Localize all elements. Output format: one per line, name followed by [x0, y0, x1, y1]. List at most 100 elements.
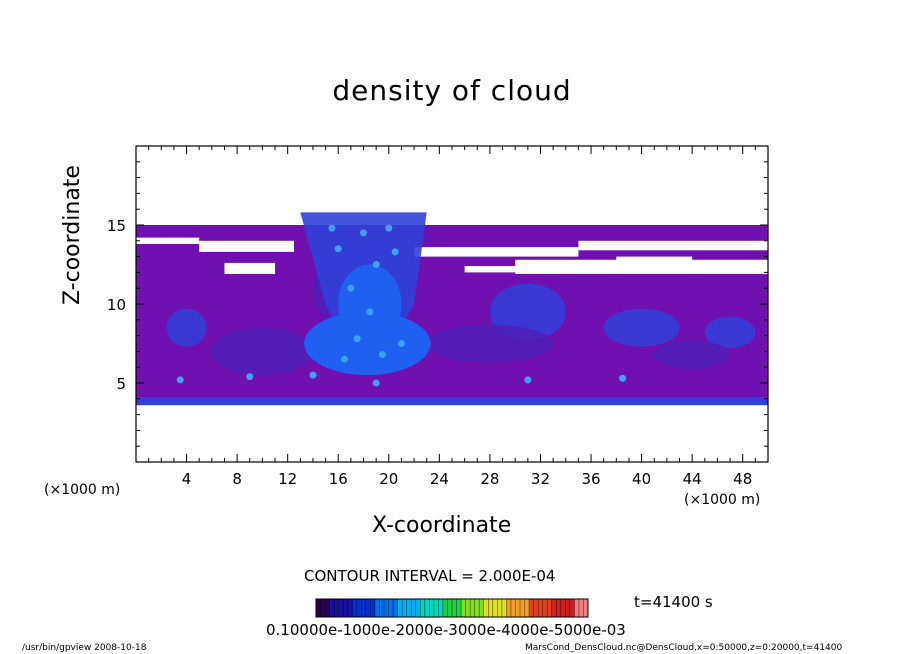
x-tick-label: 20	[379, 470, 398, 488]
x-tick-label: 32	[531, 470, 550, 488]
colorbar-cell	[497, 599, 503, 617]
footer-right: MarsCond_DensCloud.nc@DensCloud,x=0:5000…	[525, 643, 843, 653]
colorbar-cell	[325, 599, 331, 617]
cloud-patch	[211, 327, 313, 376]
colorbar-cell	[492, 599, 498, 617]
colorbar-cell	[560, 599, 566, 617]
cloud-spot	[385, 224, 393, 232]
plume-core	[338, 264, 402, 344]
colorbar-cell	[479, 599, 485, 617]
colorbar-cell	[402, 599, 408, 617]
time-label: t=41400 s	[634, 593, 713, 611]
colorbar-cell	[384, 599, 390, 617]
x-tick-label: 24	[430, 470, 449, 488]
colorbar-cell	[456, 599, 462, 617]
colorbar-cell	[520, 599, 526, 617]
cloud-spot	[328, 224, 336, 232]
colorbar-cell	[474, 599, 480, 617]
cloud-spot	[176, 376, 184, 384]
x-tick-label: 28	[480, 470, 499, 488]
cloud-gap	[578, 240, 768, 251]
colorbar-cell	[574, 599, 580, 617]
x-tick-label: 8	[232, 470, 242, 488]
cloud-spot	[524, 376, 532, 384]
colorbar-cell	[356, 599, 362, 617]
colorbar-cell	[343, 599, 349, 617]
colorbar-cell	[578, 599, 584, 617]
colorbar-cell	[542, 599, 548, 617]
colorbar-cell	[452, 599, 458, 617]
colorbar-cell	[515, 599, 521, 617]
x-tick-label: 40	[632, 470, 651, 488]
cloud-spot	[309, 371, 317, 379]
colorbar-cell	[347, 599, 353, 617]
colorbar-cell	[529, 599, 535, 617]
colorbar-cell	[556, 599, 562, 617]
cloud-patch	[166, 308, 207, 347]
colorbar-cell	[365, 599, 371, 617]
cloud-spot	[341, 355, 349, 363]
colorbar-cell	[329, 599, 335, 617]
cloud-gap	[199, 240, 294, 252]
colorbar-cell	[488, 599, 494, 617]
colorbar-cell	[447, 599, 453, 617]
colorbar-cell	[361, 599, 367, 617]
colorbar-cell	[334, 599, 340, 617]
cloud-gap	[136, 237, 200, 244]
colorbar-cell	[470, 599, 476, 617]
cloud-gap	[464, 266, 528, 273]
y-tick-label: 10	[107, 296, 126, 314]
x-unit-label-left: (×1000 m)	[44, 482, 121, 498]
colorbar-cell	[465, 599, 471, 617]
x-unit-label-right: (×1000 m)	[684, 492, 761, 508]
y-tick-label: 15	[107, 217, 126, 235]
colorbar-cell	[411, 599, 417, 617]
cloud-spot	[246, 373, 254, 381]
contour-interval-label: CONTOUR INTERVAL = 2.000E-04	[304, 567, 556, 585]
colorbar-cell	[506, 599, 512, 617]
cloud-spot	[372, 261, 380, 268]
x-tick-label: 12	[278, 470, 297, 488]
colorbar-cell	[551, 599, 557, 617]
cloud-spot	[366, 308, 374, 316]
cloud-spot	[360, 229, 368, 237]
colorbar-cell	[352, 599, 358, 617]
plume-base	[304, 311, 431, 376]
colorbar-cell	[461, 599, 467, 617]
colorbar-cell	[524, 599, 530, 617]
colorbar-cell	[442, 599, 448, 617]
cloud-spot	[353, 335, 361, 343]
colorbar-cell	[374, 599, 380, 617]
colorbar-frame	[315, 598, 589, 618]
colorbar-cell	[397, 599, 403, 617]
colorbar-cell	[565, 599, 571, 617]
cloud-patch	[603, 308, 680, 347]
colorbar-cell	[406, 599, 412, 617]
cloud-base-band	[136, 397, 768, 406]
x-tick-label: 48	[733, 470, 752, 488]
colorbar-cell	[438, 599, 444, 617]
colorbar-cell	[388, 599, 394, 617]
cloud-gap	[616, 256, 693, 270]
colorbar-cell	[316, 599, 322, 617]
colorbar-cell	[501, 599, 507, 617]
y-axis-label: Z-coordinate	[60, 165, 85, 305]
cloud-patch	[654, 340, 731, 369]
x-tick-label: 44	[683, 470, 702, 488]
x-tick-label: 4	[182, 470, 192, 488]
colorbar-cell	[379, 599, 385, 617]
colorbar-cell	[393, 599, 399, 617]
colorbar-cell	[483, 599, 489, 617]
footer-left: /usr/bin/gpview 2008-10-18	[22, 643, 147, 653]
colorbar-cell	[415, 599, 421, 617]
colorbar-cell	[420, 599, 426, 617]
cloud-gap	[414, 247, 579, 257]
colorbar-cell	[547, 599, 553, 617]
colorbar-cell	[583, 599, 589, 617]
colorbar-tick-labels: 0.10000e-1000e-2000e-3000e-4000e-5000e-0…	[266, 621, 626, 639]
cloud-patch	[704, 316, 756, 349]
chart-title: density of cloud	[332, 74, 572, 107]
colorbar-cell	[320, 599, 326, 617]
